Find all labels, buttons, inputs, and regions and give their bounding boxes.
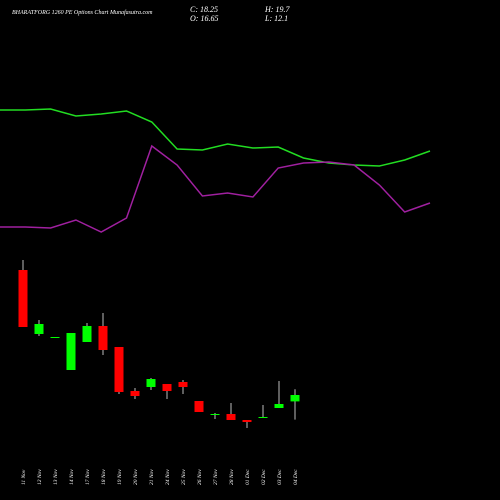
candle-body xyxy=(162,384,172,391)
x-tick-label: 25 Nov xyxy=(181,469,187,485)
ohlc-low: L: 12.1 xyxy=(264,14,288,23)
x-tick-label: 28 Nov xyxy=(229,469,235,485)
candle-body xyxy=(114,347,124,392)
candle-body xyxy=(50,337,60,338)
ohlc-value: 16.65 xyxy=(200,14,218,23)
candle-body xyxy=(34,324,44,334)
x-tick-label: 02 Dec xyxy=(261,469,267,485)
ohlc-high: H: 19.7 xyxy=(264,5,290,14)
x-tick-label: 11 Nov xyxy=(21,469,27,485)
chart-title: BHARATFORG 1260 PE Options Chart Munafas… xyxy=(12,9,153,16)
candle-body xyxy=(98,326,108,350)
x-tick-label: 21 Nov xyxy=(149,469,155,485)
x-tick-label: 12 Nov xyxy=(37,469,43,485)
candle-body xyxy=(210,414,220,415)
candle-body xyxy=(242,420,252,422)
ohlc-label: H: xyxy=(264,5,274,14)
x-tick-label: 27 Nov xyxy=(213,469,219,485)
candle-body xyxy=(194,401,204,412)
x-tick-label: 03 Dec xyxy=(277,469,283,485)
candle-body xyxy=(66,333,76,370)
candle-body xyxy=(226,414,236,420)
x-tick-label: 26 Nov xyxy=(197,469,203,485)
ohlc-label: C: xyxy=(190,5,198,14)
candle-body xyxy=(82,326,92,342)
indicator-line xyxy=(0,108,431,167)
x-tick-label: 17 Nov xyxy=(85,469,91,485)
ohlc-value: 18.25 xyxy=(200,5,218,14)
candle-body xyxy=(18,270,28,327)
x-tick-label: 01 Dec xyxy=(245,469,251,485)
candle-body xyxy=(146,379,156,387)
x-tick-label: 20 Nov xyxy=(133,469,139,485)
x-tick-label: 18 Nov xyxy=(101,469,107,485)
candle-body xyxy=(130,391,140,396)
x-tick-label: 14 Nov xyxy=(68,469,75,485)
ohlc-close: C: 18.25 xyxy=(190,5,218,14)
candle-body xyxy=(258,417,268,418)
ohlc-label: L: xyxy=(264,14,272,23)
x-tick-label: 19 Nov xyxy=(117,469,123,485)
indicator-line xyxy=(0,144,431,233)
ohlc-value: 19.7 xyxy=(275,5,290,14)
x-tick-label: 04 Dec xyxy=(292,469,299,485)
ohlc-open: O: 16.65 xyxy=(190,14,218,23)
x-tick-label: 24 Nov xyxy=(164,469,171,485)
candle-body xyxy=(274,404,284,408)
ohlc-value: 12.1 xyxy=(274,14,288,23)
candle-body xyxy=(290,395,300,402)
ohlc-label: O: xyxy=(190,14,199,23)
x-tick-label: 13 Nov xyxy=(53,469,59,485)
candle-body xyxy=(178,382,188,387)
